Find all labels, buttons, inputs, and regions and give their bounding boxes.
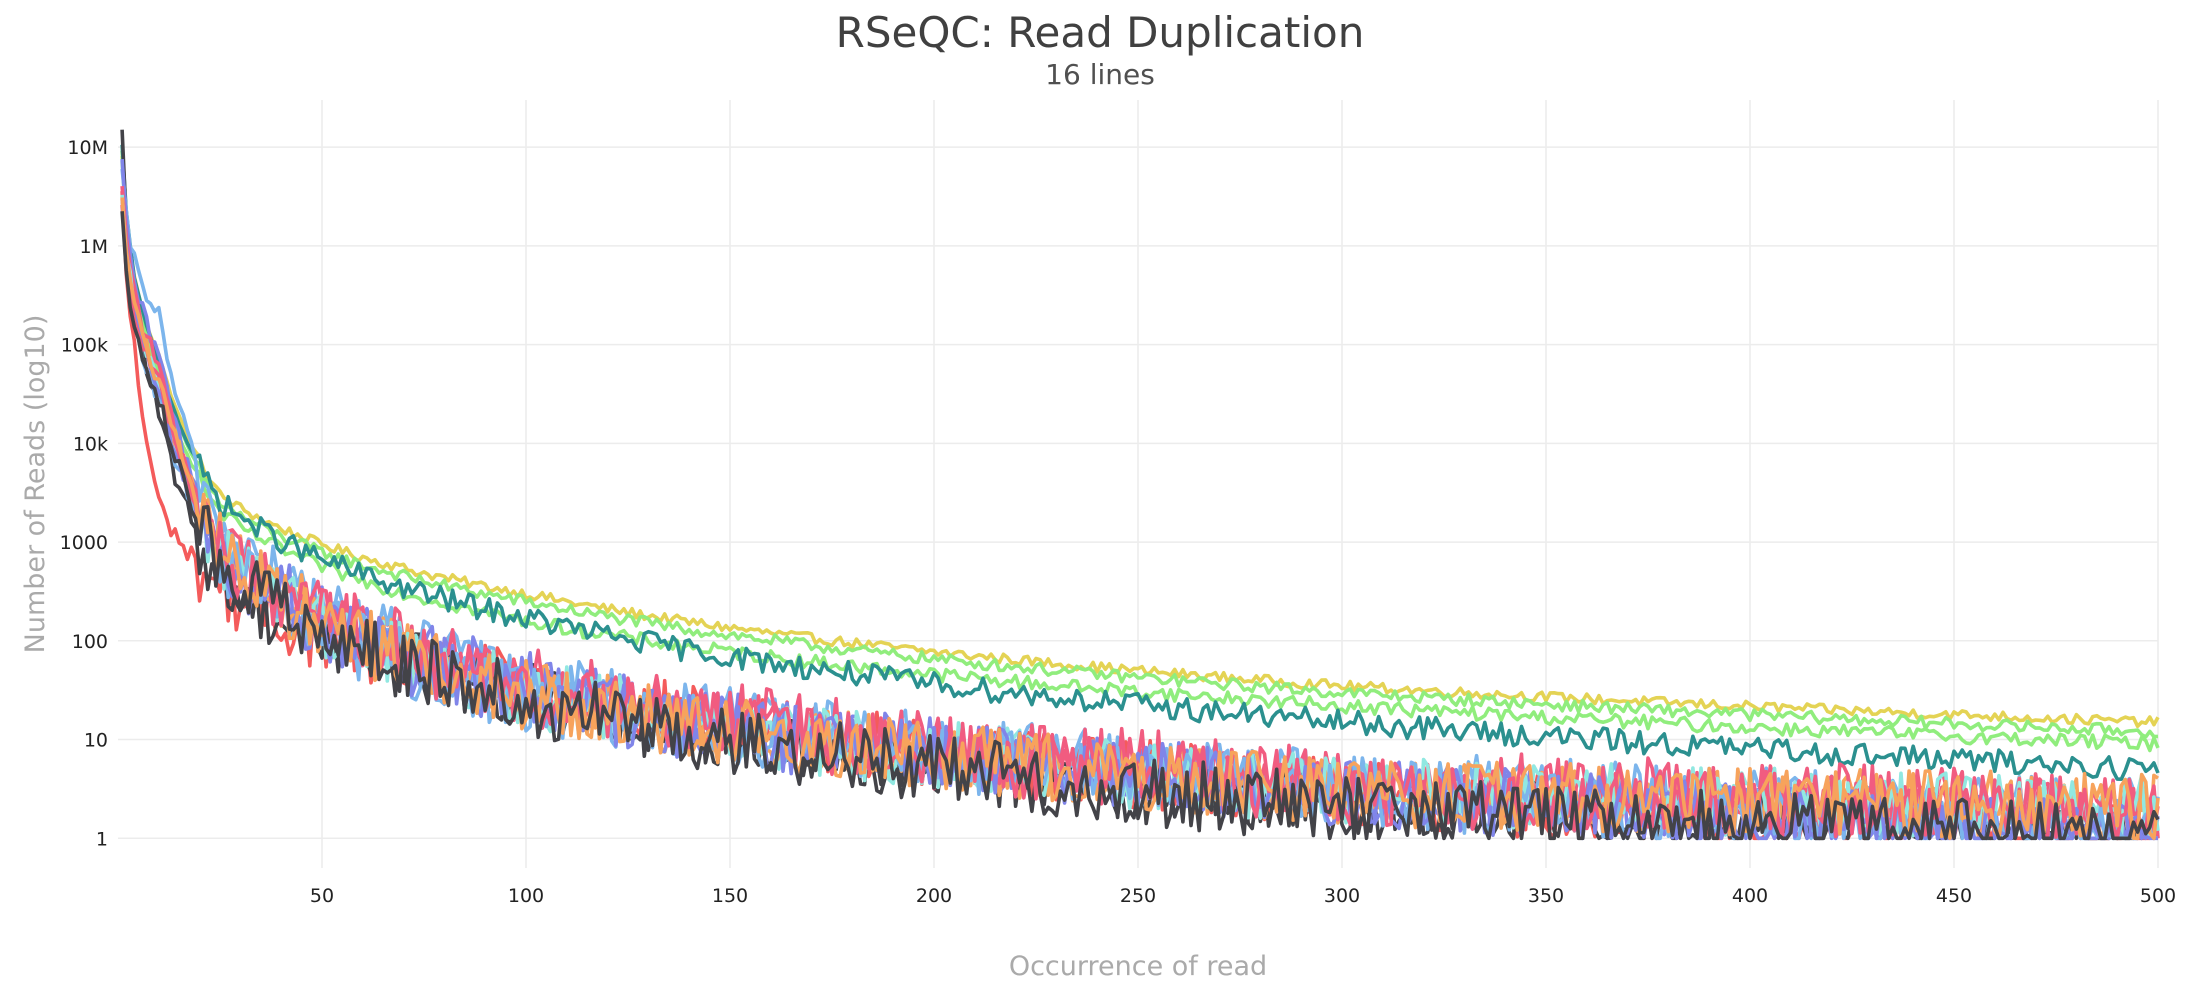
y-tick-label: 10 [84,730,108,752]
x-tick-label: 50 [310,885,334,907]
chart-subtitle: 16 lines [1045,58,1155,91]
series-line [120,129,2160,841]
x-tick-label: 400 [1732,885,1768,907]
x-tick-label: 500 [2140,885,2176,907]
series-line [120,155,2160,729]
x-tick-label: 300 [1324,885,1360,907]
x-tick-label: 100 [508,885,544,907]
series-line [120,211,2160,841]
y-tick-label: 1 [96,828,108,850]
y-tick-label: 100k [61,335,108,357]
y-tick-label: 1000 [60,532,108,554]
x-tick-label: 150 [712,885,748,907]
chart-title: RSeQC: Read Duplication [835,8,1365,57]
y-tick-label: 10k [73,433,108,455]
x-tick-label: 450 [1936,885,1972,907]
x-axis-title: Occurrence of read [1009,951,1267,982]
y-tick-label: 1M [80,236,108,258]
y-axis-title: Number of Reads (log10) [20,315,51,654]
y-tick-label: 10M [67,137,108,159]
x-tick-label: 200 [916,885,952,907]
y-tick-label: 100 [72,631,108,653]
x-tick-label: 350 [1528,885,1564,907]
series-line [120,185,2160,839]
x-tick-label: 250 [1120,885,1156,907]
series-line [120,150,2159,739]
series-line [120,144,2160,781]
